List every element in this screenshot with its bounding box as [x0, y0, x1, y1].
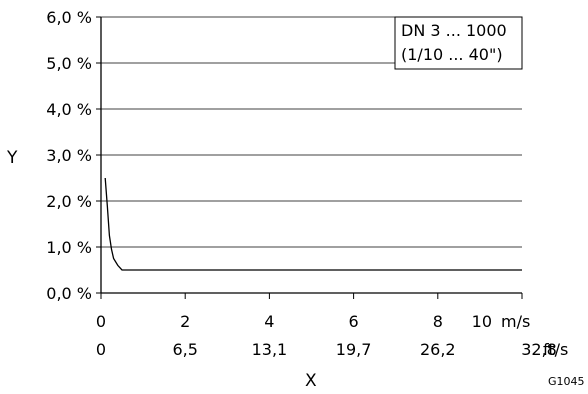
legend-box-frame [394, 16, 523, 70]
legend-line-1: DN 3 ... 1000 [401, 21, 507, 40]
y-axis-ticks: 0,0 % 1,0 % 2,0 % 3,0 % 4,0 % 5,0 % 6,0 % [46, 8, 101, 303]
x-tick-label-secondary: 6,5 [172, 340, 197, 359]
y-axis-label: Y [6, 148, 18, 168]
x-tick-label-primary: 4 [264, 312, 274, 331]
y-tick-label: 6,0 % [46, 8, 92, 27]
series-line [104, 177, 522, 271]
x-tick-label-primary: 10 [472, 312, 492, 331]
y-tick-label: 4,0 % [46, 100, 92, 119]
x-unit-primary: m/s [501, 312, 530, 331]
x-tick-label-primary: 2 [180, 312, 190, 331]
y-tick-label: 3,0 % [46, 146, 92, 165]
y-tick-label: 0,0 % [46, 284, 92, 303]
y-tick-label: 2,0 % [46, 192, 92, 211]
grid-lines [101, 16, 522, 248]
x-tick-label-secondary: 13,1 [252, 340, 288, 359]
x-axis-ticks: 0 2 4 6 8 10 0 6,5 13,1 19,7 26,2 32,8 [96, 293, 557, 359]
x-tick-label-primary: 6 [349, 312, 359, 331]
x-tick-label-primary: 0 [96, 312, 106, 331]
legend-box: DN 3 ... 1000 (1/10 ... 40") [394, 16, 523, 70]
x-unit-secondary: ft/s [543, 340, 568, 359]
legend-line-2: (1/10 ... 40") [401, 45, 503, 64]
series-group [104, 177, 522, 271]
figure-code: G1045 [548, 375, 585, 388]
y-tick-label: 1,0 % [46, 238, 92, 257]
y-tick-label: 5,0 % [46, 54, 92, 73]
x-axis-label: X [305, 371, 317, 391]
x-tick-label-secondary: 32,8 [521, 340, 557, 359]
x-tick-label-secondary: 26,2 [420, 340, 456, 359]
x-tick-label-primary: 8 [433, 312, 443, 331]
x-tick-label-secondary: 19,7 [336, 340, 372, 359]
x-tick-label-secondary: 0 [96, 340, 106, 359]
